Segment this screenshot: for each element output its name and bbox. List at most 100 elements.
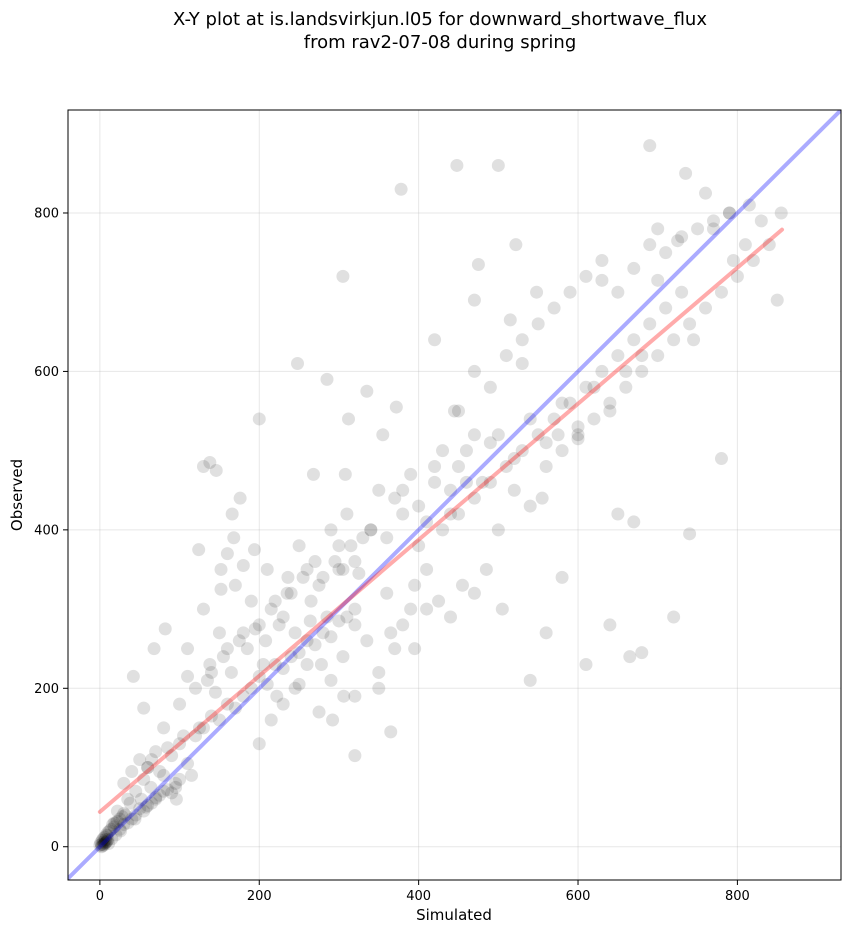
scatter-point	[338, 467, 352, 481]
scatter-point	[451, 507, 465, 521]
scatter-point	[161, 783, 175, 797]
scatter-point	[515, 356, 529, 370]
scatter-point	[627, 515, 641, 529]
scatter-point	[754, 214, 768, 228]
scatter-point	[308, 555, 322, 569]
scatter-point	[308, 638, 322, 652]
scatter-point	[774, 206, 788, 220]
scatter-point	[515, 444, 529, 458]
x-tick-label: 200	[247, 889, 272, 904]
scatter-point	[547, 412, 561, 426]
scatter-point	[428, 459, 442, 473]
scatter-point	[144, 780, 158, 794]
scatter-point	[177, 729, 191, 743]
scatter-point	[595, 273, 609, 287]
scatter-point	[499, 459, 513, 473]
scatter-point	[451, 459, 465, 473]
scatter-point	[196, 721, 210, 735]
scatter-point	[444, 610, 458, 624]
scatter-point	[236, 559, 250, 573]
scatter-point	[509, 238, 523, 252]
scatter-point	[675, 285, 689, 299]
scatter-point	[276, 610, 290, 624]
scatter-point	[336, 269, 350, 283]
scatter-point	[196, 602, 210, 616]
scatter-point	[651, 222, 665, 236]
scatter-point	[587, 380, 601, 394]
scatter-point	[248, 622, 262, 636]
scatter-point	[306, 467, 320, 481]
scatter-point	[340, 610, 354, 624]
scatter-point	[181, 757, 195, 771]
scatter-point	[314, 658, 328, 672]
scatter-point	[145, 796, 159, 810]
scatter-point	[332, 614, 346, 628]
scatter-point	[125, 764, 139, 778]
scatter-point	[192, 543, 206, 557]
scatter-point	[93, 838, 107, 852]
scatter-point	[320, 372, 334, 386]
scatter-point	[515, 333, 529, 347]
scatter-point	[706, 214, 720, 228]
scatter-point	[412, 539, 426, 553]
scatter-point	[342, 412, 356, 426]
scatter-point	[137, 772, 151, 786]
scatter-point	[675, 230, 689, 244]
scatter-point	[128, 812, 142, 826]
scatter-point	[139, 800, 153, 814]
scatter-point	[110, 814, 124, 828]
scatter-point	[149, 791, 163, 805]
scatter-point	[328, 555, 342, 569]
scatter-point	[535, 491, 549, 505]
scatter-point	[244, 594, 258, 608]
scatter-point	[125, 812, 139, 826]
scatter-point	[467, 364, 481, 378]
scatter-point	[394, 182, 408, 196]
scatter-point	[292, 539, 306, 553]
scatter-point	[117, 806, 131, 820]
scatter-point	[372, 681, 386, 695]
scatter-point	[483, 436, 497, 450]
scatter-point	[611, 285, 625, 299]
scatter-point	[94, 840, 108, 854]
scatter-point	[444, 507, 458, 521]
scatter-point	[603, 404, 617, 418]
scatter-point	[105, 832, 119, 846]
scatter-point	[539, 626, 553, 640]
scatter-point	[158, 622, 172, 636]
scatter-point	[352, 566, 366, 580]
scatter-point	[107, 820, 121, 834]
scatter-point	[181, 669, 195, 683]
scatter-point	[420, 515, 434, 529]
scatter-point	[236, 626, 250, 640]
scatter-point	[332, 562, 346, 576]
scatter-point	[276, 661, 290, 675]
scatter-point	[96, 832, 110, 846]
scatter-point	[627, 333, 641, 347]
scatter-point	[356, 531, 370, 545]
scatter-point	[388, 642, 402, 656]
scatter-point	[539, 459, 553, 473]
scatter-point	[244, 681, 258, 695]
scatter-point	[137, 804, 151, 818]
scatter-point	[579, 380, 593, 394]
scatter-point	[300, 658, 314, 672]
scatter-point	[436, 444, 450, 458]
scatter-point	[304, 594, 318, 608]
scatter-point	[483, 380, 497, 394]
scatter-point	[137, 701, 151, 715]
scatter-point	[714, 285, 728, 299]
scatter-point	[699, 186, 713, 200]
scatter-point	[276, 697, 290, 711]
scatter-point	[340, 507, 354, 521]
scatter-point	[292, 646, 306, 660]
scatter-point	[699, 301, 713, 315]
scatter-point	[659, 301, 673, 315]
scatter-point	[228, 701, 242, 715]
scatter-point	[671, 234, 685, 248]
scatter-point	[530, 285, 544, 299]
scatter-point	[134, 792, 148, 806]
scatter-point	[450, 158, 464, 172]
scatter-point	[141, 761, 155, 775]
